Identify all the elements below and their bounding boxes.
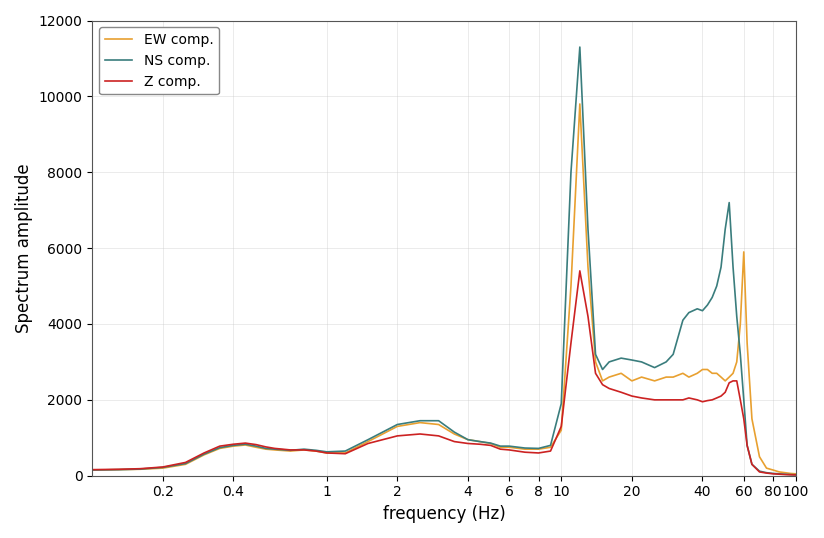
Line: Z comp.: Z comp. xyxy=(92,271,796,475)
Z comp. xyxy=(433,433,443,439)
EW comp. xyxy=(534,446,544,452)
EW comp. xyxy=(87,467,97,473)
EW comp. xyxy=(340,450,350,456)
EW comp. xyxy=(575,101,585,107)
Z comp. xyxy=(575,267,585,274)
EW comp. xyxy=(791,471,801,477)
NS comp. xyxy=(199,451,209,457)
Line: NS comp.: NS comp. xyxy=(92,47,796,475)
NS comp. xyxy=(575,44,585,50)
NS comp. xyxy=(340,448,350,454)
EW comp. xyxy=(768,467,778,473)
EW comp. xyxy=(724,374,734,380)
Z comp. xyxy=(724,379,734,386)
Y-axis label: Spectrum amplitude: Spectrum amplitude xyxy=(15,164,33,333)
NS comp. xyxy=(433,417,443,424)
Z comp. xyxy=(199,450,209,456)
NS comp. xyxy=(768,470,778,477)
Z comp. xyxy=(340,450,350,457)
Z comp. xyxy=(87,466,97,473)
NS comp. xyxy=(534,445,544,451)
Line: EW comp.: EW comp. xyxy=(92,104,796,474)
Z comp. xyxy=(768,471,778,477)
EW comp. xyxy=(199,451,209,458)
Z comp. xyxy=(791,472,801,478)
NS comp. xyxy=(87,467,97,473)
X-axis label: frequency (Hz): frequency (Hz) xyxy=(382,505,505,523)
NS comp. xyxy=(724,200,734,206)
NS comp. xyxy=(791,471,801,478)
EW comp. xyxy=(433,421,443,428)
Z comp. xyxy=(534,450,544,456)
Legend: EW comp., NS comp., Z comp.: EW comp., NS comp., Z comp. xyxy=(99,27,219,95)
